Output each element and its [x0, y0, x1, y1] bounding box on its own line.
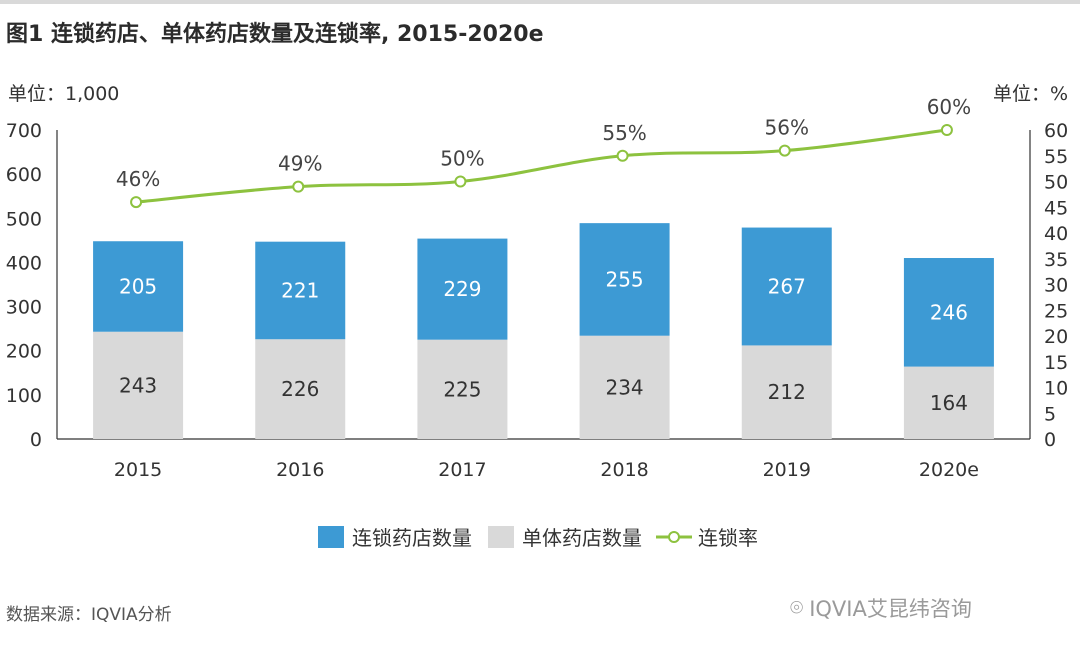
bar-single-2020e	[903, 366, 994, 439]
legend-line-marker	[656, 530, 692, 543]
label-single-2015: 243	[119, 373, 157, 397]
bar-single-2018	[579, 335, 670, 439]
rate-point-2015	[130, 196, 143, 209]
label-single-2019: 212	[768, 380, 806, 404]
left-tick-label: 100	[6, 385, 42, 407]
left-tick-label: 300	[6, 297, 42, 319]
right-axis-unit: 单位：%	[992, 83, 1068, 105]
legend-item-chain: 连锁药店数量	[318, 522, 472, 551]
bar-single-2019	[741, 345, 832, 439]
label-chain-2018: 255	[605, 267, 643, 291]
chart-title: 图1 连锁药店、单体药店数量及连锁率, 2015-2020e	[6, 22, 544, 47]
rate-point-2017	[454, 175, 467, 188]
legend-label-chain: 连锁药店数量	[352, 526, 472, 550]
left-tick-label: 600	[6, 164, 42, 186]
x-tick-label: 2015	[114, 459, 162, 481]
top-rule	[0, 0, 1080, 4]
source-note: 数据来源：IQVIA分析	[6, 605, 172, 625]
left-tick-label: 700	[6, 120, 42, 142]
right-tick-label: 30	[1044, 275, 1068, 297]
bar-single-2015	[93, 331, 184, 439]
bar-single-2017	[417, 339, 508, 439]
legend-label-rate: 连锁率	[698, 526, 758, 550]
label-single-2018: 234	[605, 375, 643, 399]
label-single-2020e: 164	[930, 391, 968, 415]
right-tick-label: 5	[1044, 403, 1056, 425]
right-tick-label: 60	[1044, 120, 1068, 142]
rate-point-2018	[616, 149, 629, 162]
wechat-icon: ⌾	[790, 595, 804, 621]
right-tick-label: 45	[1044, 197, 1068, 219]
left-tick-label: 500	[6, 208, 42, 230]
label-chain-2019: 267	[768, 274, 806, 298]
right-tick-label: 35	[1044, 249, 1068, 271]
rate-line	[135, 128, 948, 204]
right-tick-label: 50	[1044, 172, 1068, 194]
bar-chain-2016	[255, 241, 346, 340]
right-tick-label: 0	[1044, 429, 1056, 451]
label-single-2017: 225	[443, 377, 481, 401]
bar-chain-2015	[93, 241, 184, 332]
bar-single-2016	[255, 339, 346, 439]
bar-chain-2018	[579, 223, 670, 336]
label-chain-2017: 229	[443, 277, 481, 301]
legend-item-single: 单体药店数量	[488, 522, 642, 551]
left-tick-label: 0	[30, 429, 42, 451]
right-tick-label: 20	[1044, 326, 1068, 348]
chart-legend: 连锁药店数量 单体药店数量 连锁率	[0, 522, 1080, 552]
x-tick-label: 2017	[438, 459, 486, 481]
rate-label-2016: 49%	[278, 152, 322, 176]
rate-label-2015: 46%	[116, 167, 160, 191]
rate-point-2016	[292, 180, 305, 193]
rate-point-2020e	[940, 124, 953, 136]
rate-point-2019	[778, 144, 791, 157]
right-tick-label: 10	[1044, 378, 1068, 400]
bar-chain-2019	[741, 227, 832, 346]
legend-swatch-chain	[318, 525, 344, 548]
right-tick-label: 25	[1044, 300, 1068, 322]
right-tick-label: 55	[1044, 146, 1068, 168]
x-tick-label: 2018	[600, 459, 648, 481]
left-tick-label: 400	[6, 252, 42, 274]
label-chain-2015: 205	[119, 274, 157, 298]
rate-label-2019: 56%	[765, 116, 809, 140]
label-chain-2020e: 246	[930, 300, 968, 324]
legend-item-rate: 连锁率	[656, 522, 758, 551]
label-single-2016: 226	[281, 377, 319, 401]
watermark-text: IQVIA艾昆纬咨询	[809, 597, 972, 621]
left-tick-label: 200	[6, 341, 42, 363]
right-tick-label: 40	[1044, 223, 1068, 245]
label-chain-2016: 221	[281, 278, 319, 302]
bar-chain-2020e	[903, 258, 994, 367]
rate-label-2017: 50%	[440, 147, 484, 171]
bar-chain-2017	[417, 238, 508, 340]
rate-label-2020e: 60%	[927, 95, 971, 119]
watermark: ⌾ IQVIA艾昆纬咨询	[790, 593, 972, 623]
x-tick-label: 2019	[763, 459, 811, 481]
x-tick-label: 2020e	[919, 459, 979, 481]
left-axis-unit: 单位：1,000	[8, 83, 120, 105]
legend-label-single: 单体药店数量	[522, 526, 642, 550]
right-tick-label: 15	[1044, 352, 1068, 374]
x-tick-label: 2016	[276, 459, 324, 481]
legend-swatch-single	[488, 525, 514, 548]
rate-label-2018: 55%	[602, 121, 646, 145]
